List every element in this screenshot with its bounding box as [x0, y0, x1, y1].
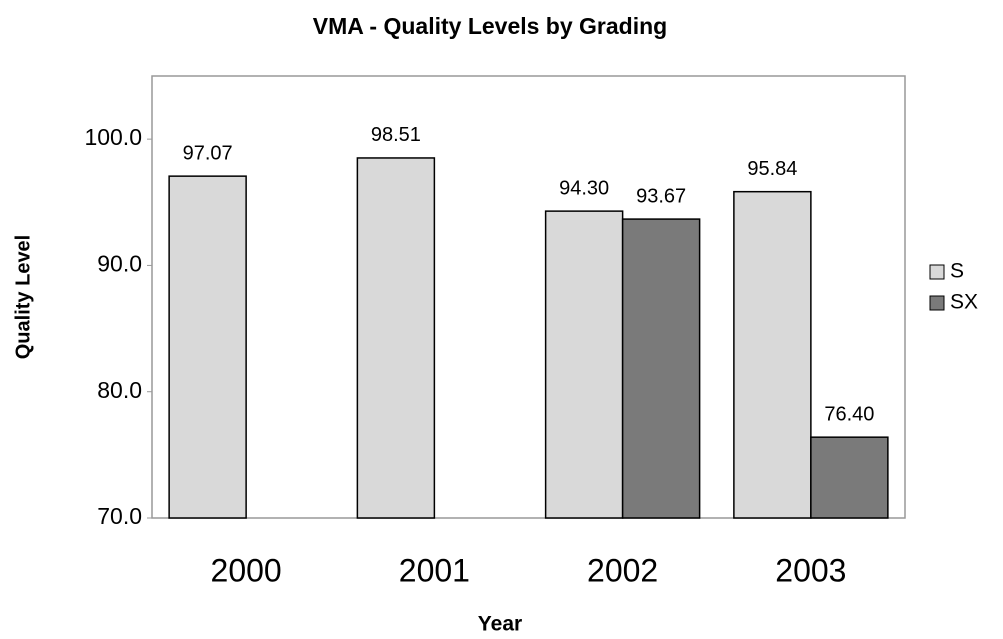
y-axis-label: Quality Level [12, 235, 34, 360]
bar [810, 436, 889, 519]
data-label: 93.67 [636, 185, 686, 207]
chart-title: VMA - Quality Levels by Grading [313, 13, 667, 39]
y-tick-label: 100.0 [84, 124, 142, 150]
y-tick-label: 70.0 [97, 503, 142, 529]
data-label: 98.51 [371, 124, 421, 146]
x-tick-label: 2002 [587, 552, 658, 588]
x-tick-label: 2000 [211, 552, 282, 588]
legend-swatch [929, 264, 945, 280]
y-tick-label: 80.0 [97, 377, 142, 403]
data-label: 76.40 [824, 403, 874, 425]
bar [621, 218, 701, 519]
data-label: 97.07 [183, 142, 233, 164]
y-tick-label: 90.0 [97, 251, 142, 277]
bar [356, 157, 436, 519]
bar [168, 175, 247, 519]
data-label: 94.30 [559, 177, 609, 199]
bar [544, 210, 624, 519]
x-tick-label: 2003 [775, 552, 846, 588]
legend-label: SX [950, 291, 978, 314]
x-axis-label: Year [478, 613, 522, 636]
data-label: 95.84 [747, 158, 797, 180]
legend-label: S [950, 260, 964, 283]
bar [733, 190, 812, 519]
x-tick-label: 2001 [399, 552, 470, 588]
legend-swatch [929, 295, 945, 311]
